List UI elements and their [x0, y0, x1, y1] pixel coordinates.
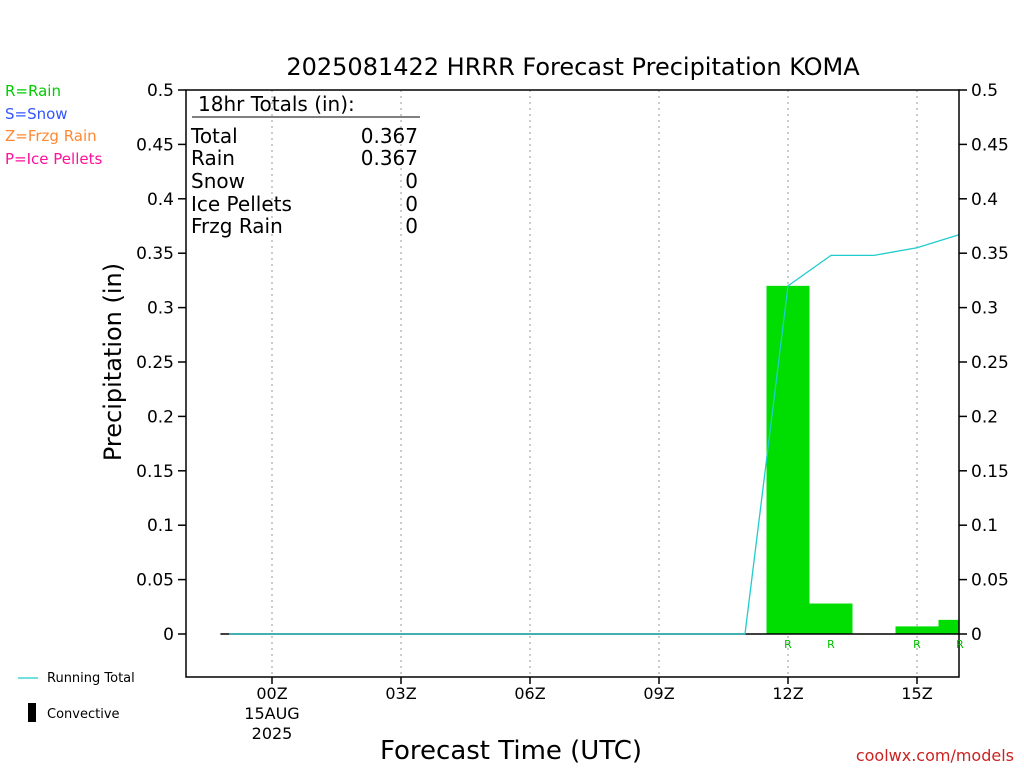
x-tick-date: 15AUG: [244, 704, 299, 723]
convective-legend-swatch: [28, 703, 36, 722]
bars: [766, 285, 959, 634]
legend-rain: R=Rain: [5, 82, 61, 100]
totals-value-frzg-rain: 0: [405, 214, 418, 238]
y-tick-label-right: 0.3: [971, 299, 998, 319]
y-tick-label-right: 0: [971, 625, 982, 645]
precip-type-label: R: [956, 638, 964, 651]
y-tick-label-left: 0.15: [136, 462, 174, 482]
y-tick-label-left: 0.3: [147, 299, 174, 319]
totals-header: 18hr Totals (in):: [198, 92, 355, 116]
x-tick-label: 09Z: [643, 684, 674, 703]
y-tick-label-right: 0.15: [971, 462, 1009, 482]
y-tick-label-left: 0.45: [136, 135, 174, 155]
y-tick-label-left: 0.25: [136, 353, 174, 373]
y-tick-label-left: 0: [163, 625, 174, 645]
precip-bar: [809, 603, 853, 634]
totals-label-total: Total: [190, 124, 238, 148]
running-total-line: [229, 234, 960, 635]
y-tick-label-right: 0.35: [971, 244, 1009, 264]
y-tick-label-left: 0.1: [147, 516, 174, 536]
y-tick-label-right: 0.4: [971, 190, 998, 210]
y-tick-label-right: 0.1: [971, 516, 998, 536]
totals-box: 18hr Totals (in): Total 0.367 Rain 0.367…: [190, 92, 420, 238]
y-tick-label-right: 0.05: [971, 571, 1009, 591]
x-axis-label: Forecast Time (UTC): [380, 736, 642, 766]
gridlines: [271, 90, 918, 677]
precip-bar: [766, 285, 810, 634]
y-tick-label-right: 0.45: [971, 135, 1009, 155]
precip-bar: [895, 626, 939, 634]
y-tick-label-right: 0.25: [971, 353, 1009, 373]
precip-type-label: R: [827, 638, 835, 651]
plot-frame: [185, 89, 960, 678]
totals-label-snow: Snow: [191, 169, 245, 193]
precip-bar: [938, 619, 959, 634]
totals-label-rain: Rain: [191, 146, 235, 170]
y-tick-label-right: 0.5: [971, 81, 998, 101]
y-tick-label-left: 0.5: [147, 81, 174, 101]
y-tick-label-left: 0.05: [136, 571, 174, 591]
totals-value-total: 0.367: [361, 124, 418, 148]
legend-ice-pellets: P=Ice Pellets: [5, 150, 102, 168]
chart-title: 2025081422 HRRR Forecast Precipitation K…: [286, 53, 860, 81]
x-tick-label: 06Z: [514, 684, 545, 703]
x-tick-label: 15Z: [901, 684, 932, 703]
precip-type-label: R: [913, 638, 921, 651]
credit-text: coolwx.com/models: [856, 746, 1014, 765]
type-legend: R=Rain S=Snow Z=Frzg Rain P=Ice Pellets: [5, 82, 102, 168]
legend-snow: S=Snow: [5, 105, 68, 123]
x-tick-label: 03Z: [385, 684, 416, 703]
x-tick-label: 12Z: [772, 684, 803, 703]
y-tick-label-left: 0.35: [136, 244, 174, 264]
running-total-series: [229, 234, 960, 635]
x-tick-label: 00Z: [256, 684, 287, 703]
y-tick-label-right: 0.2: [971, 407, 998, 427]
precip-type-label: R: [784, 638, 792, 651]
totals-label-frzg-rain: Frzg Rain: [191, 214, 283, 238]
y-axis-right: 0 0.05 0.1 0.15 0.2 0.25 0.3 0.35 0.4 0.45 0.5: [959, 81, 1009, 645]
y-tick-label-left: 0.4: [147, 190, 174, 210]
y-tick-label-left: 0.2: [147, 407, 174, 427]
y-axis-label: Precipitation (in): [99, 263, 127, 461]
running-total-legend-label: Running Total: [47, 671, 135, 686]
totals-value-ice-pellets: 0: [405, 192, 418, 216]
legend-frzg-rain: Z=Frzg Rain: [5, 127, 97, 145]
series-legend: Running Total Convective: [18, 671, 135, 722]
totals-value-snow: 0: [405, 169, 418, 193]
totals-value-rain: 0.367: [361, 146, 418, 170]
totals-label-ice-pellets: Ice Pellets: [191, 192, 292, 216]
convective-legend-label: Convective: [47, 707, 120, 722]
x-tick-year: 2025: [252, 724, 293, 743]
y-axis-left: 0 0.05 0.1 0.15 0.2 0.25 0.3 0.35 0.4 0.45 0.5: [136, 81, 186, 645]
